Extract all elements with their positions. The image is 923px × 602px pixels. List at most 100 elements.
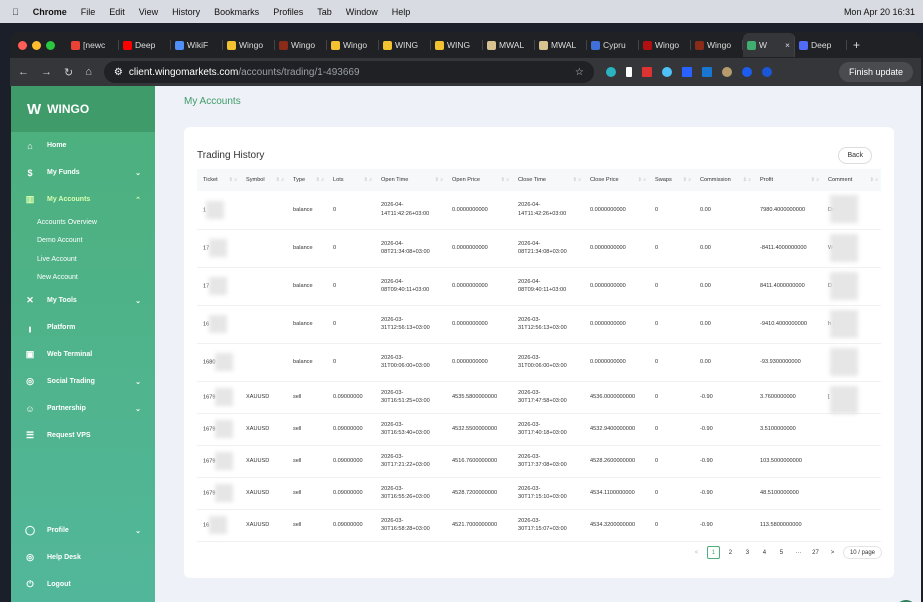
extension-icon[interactable] — [661, 67, 672, 77]
browser-tab[interactable]: MWAL — [483, 40, 535, 50]
extension-icon[interactable] — [681, 67, 692, 77]
maximize-window-button[interactable] — [46, 40, 55, 50]
browser-tab[interactable]: Deep — [119, 40, 171, 50]
sort-filter-icon[interactable]: ⇕ ⌕ — [742, 177, 751, 183]
sidebar-subitem-accounts-overview[interactable]: Accounts Overview — [37, 218, 97, 226]
bookmark-star-icon[interactable]: ☆ — [574, 66, 584, 78]
wingo-logo[interactable]: W WINGO — [11, 86, 155, 132]
sidebar-item-home[interactable]: ⌂ Home — [11, 132, 155, 159]
sidebar-item-request-vps[interactable]: ☰ Request VPS — [11, 422, 155, 449]
menu-history[interactable]: History — [165, 6, 200, 17]
column-header-ticket[interactable]: Ticket ⇕ ⌕ — [197, 169, 240, 191]
column-header-commission[interactable]: Commission ⇕ ⌕ — [694, 169, 754, 191]
browser-tab[interactable]: Deep — [795, 40, 847, 50]
sort-filter-icon[interactable]: ⇕ ⌕ — [810, 177, 819, 183]
extension-icon[interactable] — [641, 67, 652, 77]
profile-avatar[interactable] — [761, 67, 772, 77]
page-button[interactable]: 2 — [728, 549, 733, 556]
back-icon[interactable]: ← — [18, 66, 29, 78]
sort-filter-icon[interactable]: ⇕ ⌕ — [315, 177, 324, 183]
column-header-comment[interactable]: Comment ⇕ ⌕ — [822, 169, 881, 191]
sort-filter-icon[interactable]: ⇕ ⌕ — [637, 177, 646, 183]
close-window-button[interactable] — [18, 40, 27, 50]
sidebar-item-logout[interactable]: ⏻ Logout — [11, 571, 155, 598]
browser-tab[interactable]: [newc — [67, 40, 119, 50]
page-button[interactable]: ··· — [795, 549, 802, 556]
prev-page-button[interactable]: < — [694, 549, 699, 556]
new-tab-button[interactable]: + — [853, 38, 861, 52]
extension-icon[interactable] — [625, 67, 632, 77]
sidebar-item-my-tools[interactable]: ✕ My Tools ⌄ — [11, 287, 155, 314]
home-icon[interactable]: ⌂ — [85, 66, 92, 78]
menu-window[interactable]: Window — [338, 6, 378, 17]
menu-bookmarks[interactable]: Bookmarks — [207, 6, 259, 17]
menu-edit[interactable]: Edit — [102, 6, 125, 17]
column-header-profit[interactable]: Profit ⇕ ⌕ — [754, 169, 822, 191]
sidebar-item-partnership[interactable]: ☺ Partnership ⌄ — [11, 395, 155, 422]
shield-icon[interactable] — [741, 67, 752, 77]
page-button[interactable]: 4 — [762, 549, 767, 556]
sidebar-item-help-desk[interactable]: ◎ Help Desk — [11, 544, 155, 571]
page-button[interactable]: 5 — [779, 549, 784, 556]
site-info-icon[interactable]: ⚙ — [113, 66, 123, 78]
browser-tab[interactable]: WikiF — [171, 40, 223, 50]
forward-icon[interactable]: → — [41, 66, 52, 78]
sort-filter-icon[interactable]: ⇕ ⌕ — [572, 177, 581, 183]
sidebar-item-my-funds[interactable]: $ My Funds ⌄ — [11, 159, 155, 186]
sort-filter-icon[interactable]: ⇕ ⌕ — [275, 177, 284, 183]
sort-filter-icon[interactable]: ⇕ ⌕ — [228, 177, 237, 183]
sort-filter-icon[interactable]: ⇕ ⌕ — [434, 177, 443, 183]
sidebar-item-my-accounts[interactable]: ▥ My Accounts ⌃ — [11, 186, 155, 213]
column-header-type[interactable]: Type ⇕ ⌕ — [287, 169, 327, 191]
finish-update-button[interactable]: Finish update — [838, 62, 913, 82]
menu-profiles[interactable]: Profiles — [266, 6, 303, 17]
browser-tab[interactable]: WING — [379, 40, 431, 50]
extension-icon[interactable] — [701, 67, 712, 77]
minimize-window-button[interactable] — [32, 40, 41, 50]
column-header-symbol[interactable]: Symbol ⇕ ⌕ — [240, 169, 287, 191]
browser-tab[interactable]: Wingo — [639, 40, 691, 50]
sort-filter-icon[interactable]: ⇕ ⌕ — [363, 177, 372, 183]
browser-tab[interactable]: Wingo — [691, 40, 743, 50]
back-button[interactable]: Back — [838, 147, 872, 164]
browser-tab[interactable]: W × — [743, 33, 795, 57]
browser-tab[interactable]: Cypru — [587, 40, 639, 50]
column-header-close-price[interactable]: Close Price ⇕ ⌕ — [584, 169, 649, 191]
sidebar-subitem-live-account[interactable]: Live Account — [37, 255, 77, 263]
browser-tab[interactable]: Wingo — [223, 40, 275, 50]
sidebar-item-web-terminal[interactable]: ▣ Web Terminal — [11, 341, 155, 368]
sidebar-subitem-new-account[interactable]: New Account — [37, 274, 78, 282]
extension-icon[interactable] — [721, 67, 732, 77]
browser-tab[interactable]: WING — [431, 40, 483, 50]
sidebar-item-profile[interactable]: ◯ Profile ⌄ — [11, 517, 155, 544]
address-bar[interactable]: ⚙ client.wingomarkets.com/accounts/tradi… — [103, 61, 594, 83]
column-header-swaps[interactable]: Swaps ⇕ ⌕ — [649, 169, 694, 191]
menu-help[interactable]: Help — [384, 6, 411, 17]
sidebar-item-platform[interactable]: ╻ Platform — [11, 314, 155, 341]
page-button[interactable]: 1 — [706, 546, 720, 559]
sort-filter-icon[interactable]: ⇕ ⌕ — [500, 177, 509, 183]
next-page-button[interactable]: > — [830, 549, 835, 556]
column-header-open-time[interactable]: Open Time ⇕ ⌕ — [375, 169, 446, 191]
sort-filter-icon[interactable]: ⇕ ⌕ — [869, 177, 878, 183]
sidebar-subitem-demo-account[interactable]: Demo Account — [37, 237, 83, 245]
close-tab-icon[interactable]: × — [785, 40, 790, 50]
browser-tab[interactable]: MWAL — [535, 40, 587, 50]
browser-tab[interactable]: Wingo — [327, 40, 379, 50]
page-size-select[interactable]: 10 / page — [842, 546, 882, 559]
browser-tab[interactable]: Wingo — [275, 40, 327, 50]
sort-filter-icon[interactable]: ⇕ ⌕ — [682, 177, 691, 183]
app-menu[interactable]: Chrome — [26, 6, 67, 17]
apple-icon[interactable]:  — [12, 7, 19, 17]
menu-tab[interactable]: Tab — [310, 6, 332, 17]
column-header-close-time[interactable]: Close Time ⇕ ⌕ — [512, 169, 584, 191]
menu-view[interactable]: View — [132, 6, 158, 17]
page-button[interactable]: 3 — [745, 549, 750, 556]
page-button[interactable]: 27 — [812, 549, 819, 556]
menu-file[interactable]: File — [74, 6, 96, 17]
reload-icon[interactable]: ↻ — [64, 66, 74, 79]
column-header-lots[interactable]: Lots ⇕ ⌕ — [327, 169, 375, 191]
extension-icon[interactable] — [605, 67, 616, 77]
sidebar-item-social-trading[interactable]: ◎ Social Trading ⌄ — [11, 368, 155, 395]
column-header-open-price[interactable]: Open Price ⇕ ⌕ — [446, 169, 512, 191]
